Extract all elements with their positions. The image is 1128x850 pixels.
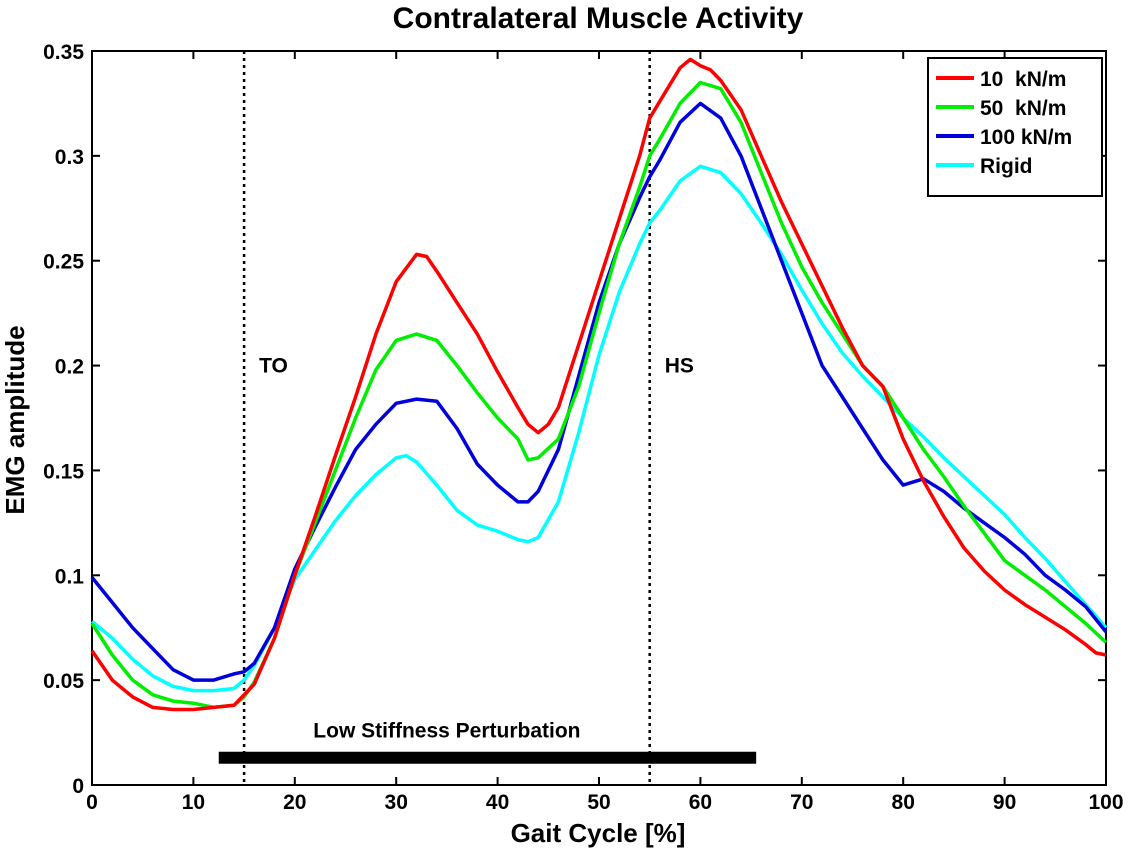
perturbation-label: Low Stiffness Perturbation [313, 720, 580, 743]
y-tick-label: 0.35 [43, 41, 84, 64]
legend-label: 100 kN/m [980, 126, 1072, 149]
y-tick-label: 0.2 [55, 356, 84, 379]
x-tick-label: 30 [385, 791, 408, 814]
legend: 10 kN/m 50 kN/m 100 kN/m Rigid [927, 57, 1103, 197]
x-tick-label: 80 [892, 791, 915, 814]
series-line-100-kn-m [90, 101, 1108, 682]
x-tick-label: 70 [790, 791, 813, 814]
x-tick-label: 50 [587, 791, 610, 814]
x-tick-label: 90 [993, 791, 1016, 814]
perturbation-bar-group: Low Stiffness Perturbation [218, 720, 757, 764]
perturbation-bar [218, 751, 757, 764]
axis-ticks: 0 10 20 30 40 50 60 70 80 90 100 0 0.05 0.1 0.15 0.2 0.2… [43, 41, 1123, 814]
x-tick-label: 100 [1088, 791, 1123, 814]
y-tick-label: 0.3 [55, 146, 84, 169]
x-tick-label: 40 [486, 791, 509, 814]
legend-label: 10 kN/m [980, 68, 1066, 91]
y-tick-label: 0.1 [55, 565, 85, 588]
plot-area: 0 10 20 30 40 50 60 70 80 90 100 0 0.05 0.1 0.15 0.2 0.2… [43, 41, 1123, 814]
series-lines [90, 57, 1108, 712]
chart-title: Contralateral Muscle Activity [393, 2, 804, 35]
x-tick-label: 20 [283, 791, 306, 814]
x-tick-label: 60 [689, 791, 712, 814]
legend-box [927, 57, 1103, 197]
x-tick-label: 0 [86, 791, 98, 814]
event-lines: TO HS [242, 51, 694, 785]
legend-label: Rigid [980, 155, 1033, 178]
y-axis-label: EMG amplitude [0, 325, 30, 514]
series-line-10-kn-m [90, 57, 1107, 712]
y-tick-label: 0.25 [43, 251, 84, 274]
y-tick-label: 0.05 [43, 670, 84, 693]
x-axis-label: Gait Cycle [%] [511, 818, 686, 848]
y-tick-label: 0 [72, 775, 84, 798]
y-tick-label: 0.15 [43, 460, 84, 483]
event-label-to: TO [259, 355, 288, 378]
event-label-hs: HS [665, 355, 694, 378]
x-tick-label: 10 [182, 791, 205, 814]
legend-label: 50 kN/m [980, 97, 1066, 120]
